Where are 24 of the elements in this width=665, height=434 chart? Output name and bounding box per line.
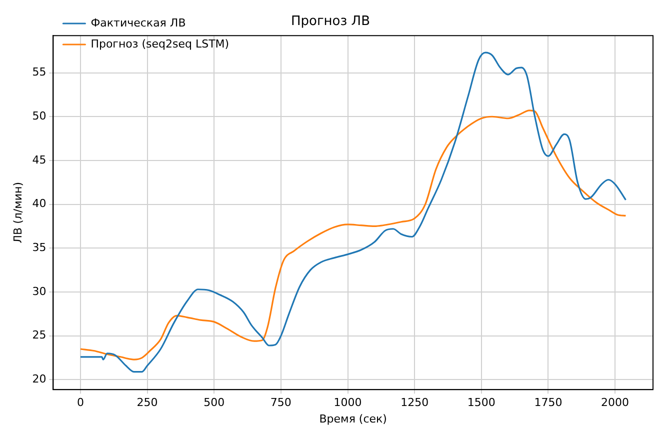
x-tick-label: 1500 (467, 396, 496, 410)
y-axis-title: ЛВ (л/мин) (11, 182, 24, 244)
x-tick-label: 1250 (400, 396, 429, 410)
y-tick-label: 20 (32, 372, 46, 386)
y-tick-label: 35 (32, 241, 46, 254)
x-tick-label: 250 (136, 396, 158, 410)
chart-title: Прогноз ЛВ (290, 14, 370, 30)
y-tick-label: 45 (32, 153, 46, 166)
y-tick-label: 55 (32, 66, 46, 79)
legend-label: Фактическая ЛВ (90, 16, 186, 30)
x-tick-label: 500 (204, 396, 225, 410)
y-tick-label: 50 (32, 109, 46, 122)
x-tick-label: 750 (270, 396, 292, 410)
x-tick-label: 1750 (534, 396, 562, 410)
x-tick-label: 0 (76, 396, 84, 410)
legend-label: Прогноз (seq2seq LSTM) (90, 37, 230, 50)
x-tick-label: 2000 (601, 396, 630, 410)
line-series (80, 110, 627, 360)
x-axis-title: Время (сек) (319, 412, 387, 426)
y-tick-label: 30 (32, 284, 46, 298)
y-tick-label: 25 (32, 328, 46, 342)
y-tick-label: 40 (32, 197, 46, 210)
x-tick-label: 1000 (334, 396, 362, 410)
line-series (80, 52, 627, 373)
